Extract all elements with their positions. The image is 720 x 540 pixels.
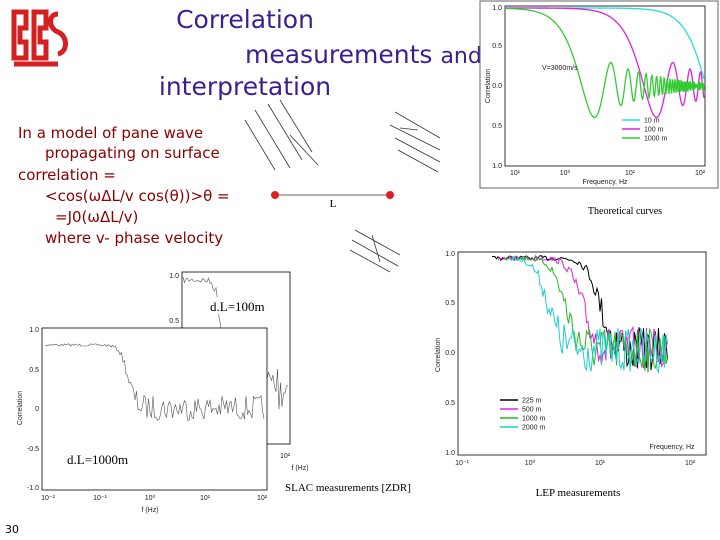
curve [44, 343, 265, 421]
body-line: correlation = [18, 166, 116, 184]
legend-label: 500 m [522, 407, 542, 414]
curve [509, 255, 668, 375]
x-tick-label: 10⁻¹ [455, 460, 469, 467]
x-tick-label: 10² [695, 170, 706, 177]
x-tick-label: 10² [280, 453, 291, 460]
legend-label: 225 m [522, 398, 542, 405]
y-tick-label: 0.5 [492, 43, 502, 50]
y-tick-label: 1.0 [445, 450, 455, 457]
caption: Theoretical curves [588, 206, 662, 217]
caption: LEP measurements [536, 487, 621, 499]
y-tick-label: 0 [35, 406, 39, 413]
y-tick-label: 1.0 [29, 327, 39, 334]
title: and [440, 44, 481, 69]
label-bg [64, 450, 144, 467]
legend-label: 1000 m [644, 136, 668, 143]
legend-label: 100 m [644, 127, 664, 134]
y-tick-label: 1.0 [492, 5, 502, 12]
y-label: Correlation [435, 338, 442, 372]
title: measurements [245, 40, 432, 69]
title: Correlation [176, 5, 314, 34]
y-label: Correlation [485, 69, 492, 103]
slac-curve [44, 343, 265, 421]
page-number: 30 [5, 523, 19, 536]
y-tick-label: 1.0 [445, 251, 455, 258]
diagram-label: L [330, 198, 337, 210]
caption: SLAC measurements [ZDR] [285, 482, 411, 494]
x-label: Frequency, Hz [650, 444, 695, 451]
curve [503, 255, 668, 373]
plot-area [457, 251, 707, 456]
plot-area [504, 5, 706, 167]
body-line: propagating on surface [45, 144, 220, 162]
y-tick-label: 0.5 [445, 400, 455, 407]
body-line: In a model of pane wave [18, 124, 203, 142]
y-tick-label: -1.0 [27, 485, 39, 492]
x-tick-label: 10² [685, 460, 696, 467]
body-line: =J0(ωΔL/v) [55, 208, 138, 226]
legend-label: 1000 m [522, 416, 546, 423]
y-tick-label: 0.0 [492, 83, 502, 90]
plot-frame [479, 0, 719, 189]
body-line: <cos(ωΔL/v cos(θ))>θ = [45, 187, 230, 205]
y-tick-label: 1.0 [169, 273, 179, 280]
y-label: Correlation [17, 391, 24, 425]
y-tick-label: 0.5 [492, 123, 502, 130]
x-tick-label: 10¹ [595, 460, 606, 467]
x-tick-label: 10⁰ [560, 169, 571, 177]
legend-label: 10 m [644, 118, 660, 125]
body-line: where v- phase velocity [45, 229, 223, 247]
wave-diagram [244, 99, 441, 273]
y-tick-label: -0.5 [27, 446, 39, 453]
x-label: Frequency, Hz [583, 179, 628, 186]
x-label: f (Hz) [291, 465, 308, 472]
annotation: d.L=100m [210, 299, 265, 314]
logo [11, 9, 68, 67]
x-tick-label: 10¹ [200, 495, 211, 502]
x-tick-label: 10⁰ [145, 494, 156, 502]
legend-label: 2000 m [522, 425, 546, 432]
x-tick-label: 10⁻² [41, 495, 55, 502]
label-bg [205, 297, 275, 314]
body-text: In a model of pane wave propagating on su… [18, 124, 230, 247]
annotation: V=3000m/s [542, 65, 578, 72]
x-tick-label: 10⁻¹ [93, 495, 107, 502]
title: interpretation [159, 72, 331, 101]
x-label: f (Hz) [141, 507, 158, 514]
theory-curves: 10 m 100 m 1000 m [505, 7, 705, 143]
y-tick-label: 0.5 [445, 300, 455, 307]
y-tick-label: 0.5 [29, 367, 39, 374]
y-tick-label: 1.0 [492, 163, 502, 170]
x-tick-label: 10¹ [625, 170, 636, 177]
lep-curves: 225 m 500 m 1000 m 2000 m [491, 254, 668, 432]
theory-curve [505, 7, 705, 119]
x-tick-label: 10¹ [510, 170, 521, 177]
x-tick-label: 10⁰ [525, 459, 536, 467]
annotation: d.L=1000m [67, 452, 128, 467]
y-tick-label: 0.0 [445, 350, 455, 357]
theory-curve [505, 7, 705, 119]
x-tick-label: 10² [257, 495, 268, 502]
title: measurements and [245, 40, 482, 69]
y-tick-label: 0.5 [169, 318, 179, 325]
